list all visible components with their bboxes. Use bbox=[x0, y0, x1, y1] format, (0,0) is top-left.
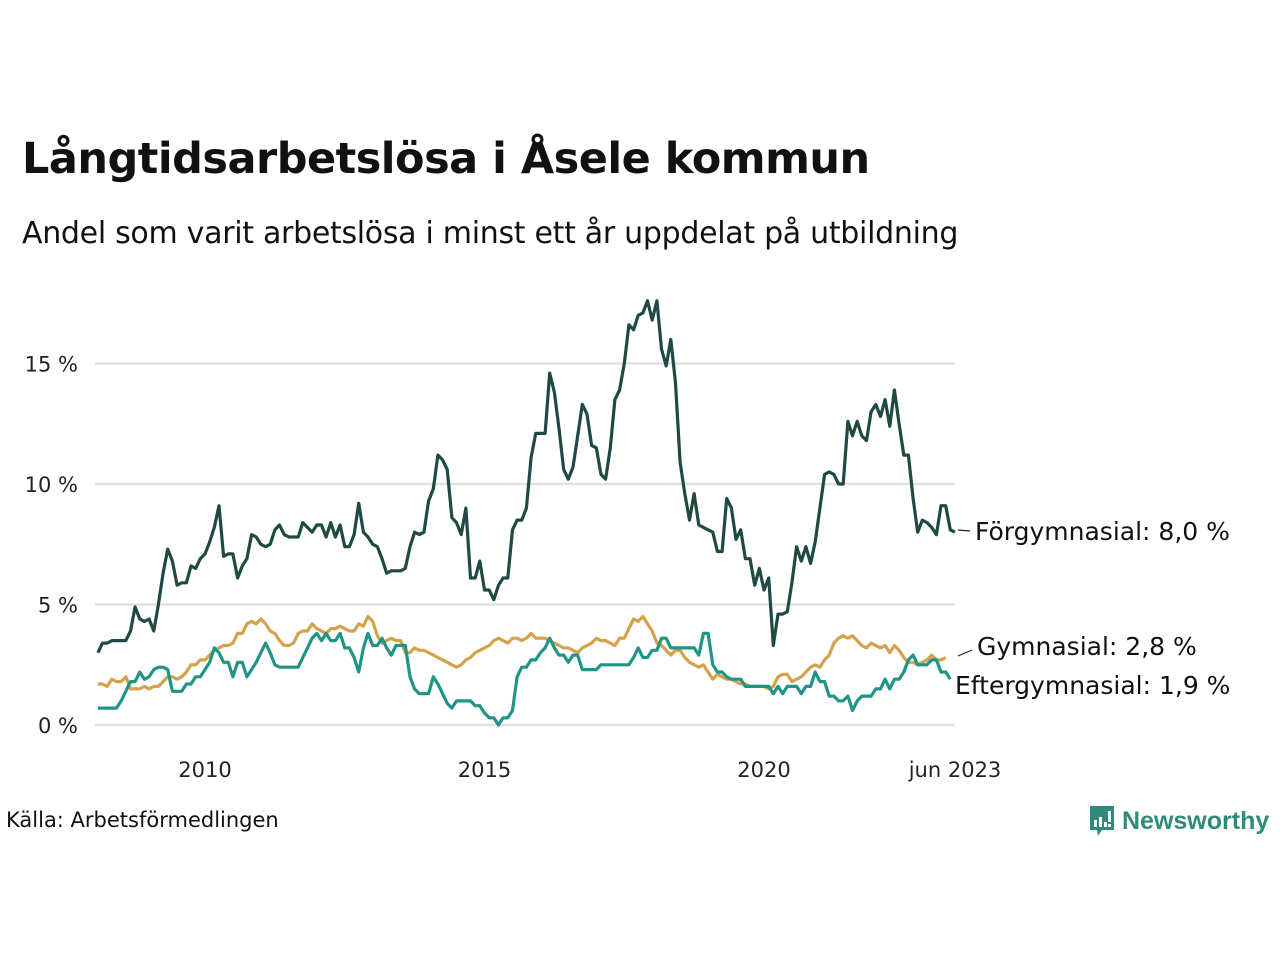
chart-subtitle: Andel som varit arbetslösa i minst ett å… bbox=[22, 216, 959, 251]
x-tick-label: 2015 bbox=[458, 758, 511, 782]
series-end-label: Gymnasial: 2,8 % bbox=[977, 632, 1197, 661]
logo-text: Newsworthy bbox=[1122, 806, 1270, 835]
newsworthy-bars-icon bbox=[1090, 806, 1114, 836]
y-tick-label: 10 % bbox=[25, 473, 78, 497]
y-tick-label: 15 % bbox=[25, 353, 78, 377]
x-tick-label: 2010 bbox=[178, 758, 231, 782]
series-line-förgymnasial bbox=[96, 299, 956, 654]
series-lines bbox=[96, 299, 956, 727]
y-axis: 0 % 5 % 10 % 15 % bbox=[25, 353, 78, 739]
series-end-label: Förgymnasial: 8,0 % bbox=[975, 517, 1230, 546]
label-leader-line bbox=[957, 529, 971, 532]
chart-title: Långtidsarbetslösa i Åsele kommun bbox=[22, 134, 870, 184]
x-tick-label: jun 2023 bbox=[908, 758, 1002, 782]
series-line-eftergymnasial bbox=[97, 631, 952, 727]
y-tick-label: 0 % bbox=[38, 714, 78, 738]
newsworthy-logo: Newsworthy bbox=[1088, 804, 1269, 838]
end-labels: Förgymnasial: 8,0 % Gymnasial: 2,8 % Efter… bbox=[955, 517, 1230, 700]
series-line-gymnasial bbox=[97, 614, 947, 691]
x-tick-label: 2020 bbox=[737, 758, 790, 782]
y-tick-label: 5 % bbox=[38, 594, 78, 618]
source-note: Källa: Arbetsförmedlingen bbox=[6, 808, 279, 832]
label-leader-line bbox=[957, 649, 973, 657]
x-axis: 2010 2015 2020 jun 2023 bbox=[178, 758, 1001, 782]
gridlines bbox=[95, 362, 955, 727]
series-end-label: Eftergymnasial: 1,9 % bbox=[955, 671, 1230, 700]
